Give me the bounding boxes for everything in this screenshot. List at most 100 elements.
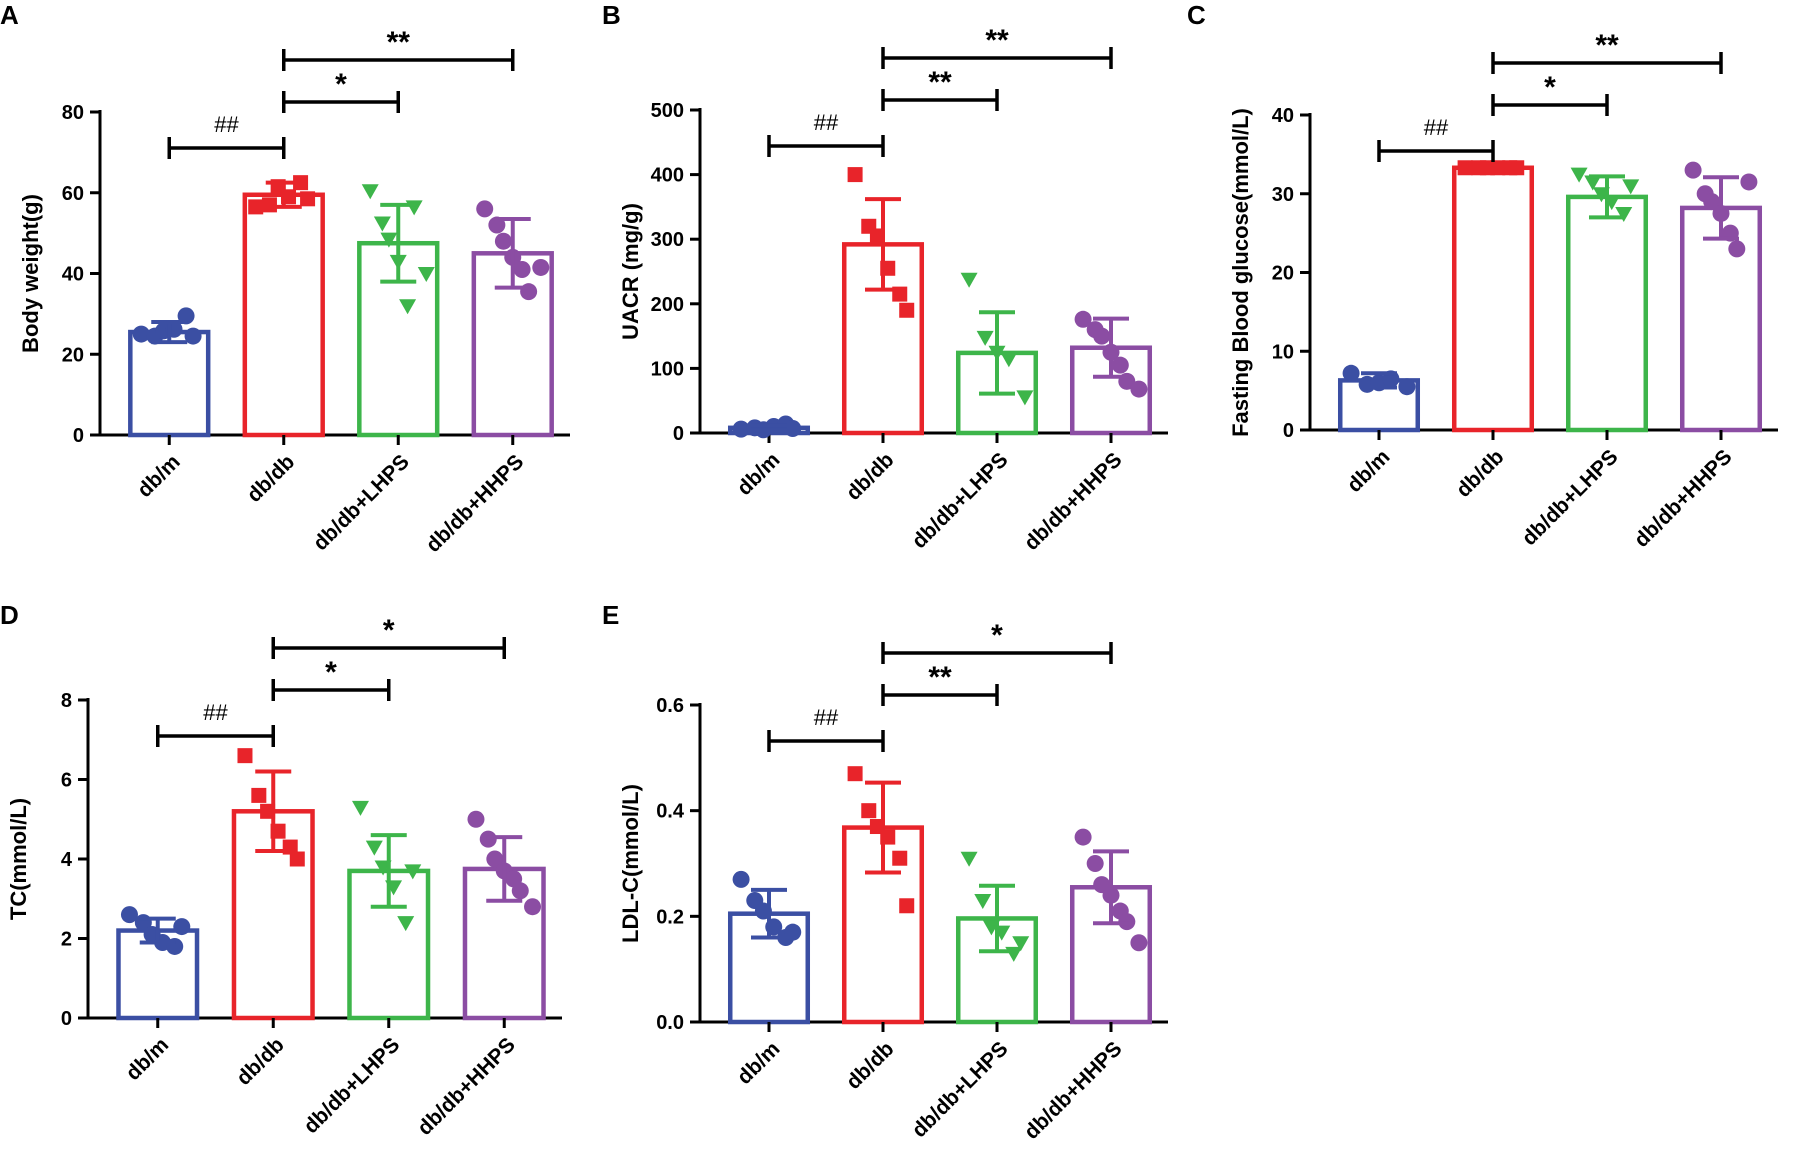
significance-label: * — [991, 619, 1003, 652]
data-point — [1728, 240, 1746, 258]
data-point — [1016, 390, 1034, 406]
x-tick-label: db/db+HHPS — [413, 1033, 520, 1140]
bar-db/db+LHPS — [1565, 194, 1649, 433]
bar-db/db — [242, 192, 325, 438]
panel-letter: A — [0, 0, 19, 30]
y-tick-label: 80 — [62, 102, 84, 124]
significance-label: ** — [928, 661, 952, 694]
data-point — [532, 258, 550, 276]
panel-D: D 0 2 4 6 8 TC(mmol/L) db/m db/db db/db+LHPS db/db… — [0, 600, 562, 1140]
data-point — [351, 800, 369, 816]
data-point — [1509, 160, 1525, 176]
data-point — [476, 200, 494, 218]
panel-letter: E — [602, 600, 619, 630]
significance-label: ## — [814, 110, 839, 135]
x-tick-label: db/m — [122, 1033, 174, 1085]
data-point — [289, 851, 305, 867]
x-tick-label: db/db+HHPS — [422, 450, 529, 557]
data-point — [1615, 206, 1633, 222]
y-tick-label: 400 — [651, 165, 684, 187]
panel-A: A 0 20 40 60 80 Body weight(g) db/m db/db db/db+L… — [0, 0, 570, 557]
x-tick-label: db/db+LHPS — [299, 1033, 404, 1138]
x-tick-label: db/db+HHPS — [1630, 445, 1737, 552]
data-point — [1130, 380, 1148, 398]
bar-db/db+HHPS — [1679, 205, 1763, 433]
significance-label: ## — [814, 705, 839, 730]
data-point — [1398, 378, 1416, 396]
significance-label: * — [1544, 71, 1556, 104]
x-tick-label: db/db+HHPS — [1020, 1037, 1127, 1144]
data-point — [861, 803, 877, 819]
data-point — [1570, 167, 1588, 183]
significance-label: ** — [1595, 29, 1619, 62]
data-point — [784, 923, 802, 941]
y-tick-label: 0 — [673, 423, 684, 445]
data-point — [1086, 855, 1104, 872]
y-tick-label: 30 — [1272, 184, 1294, 206]
data-point — [1457, 160, 1473, 176]
data-point — [173, 918, 191, 936]
data-point — [1000, 352, 1018, 368]
y-tick-label: 0 — [1283, 420, 1294, 442]
data-point — [1684, 161, 1702, 179]
panel-C: C 0 10 20 30 40 Fasting Blood glucose(mmol/L) d… — [1187, 0, 1778, 552]
y-tick-label: 500 — [651, 100, 684, 122]
significance-label: * — [325, 656, 337, 689]
data-point — [1012, 936, 1030, 952]
x-tick-label: db/m — [1343, 445, 1395, 497]
y-tick-label: 6 — [61, 770, 72, 792]
y-axis-label: LDL-C(mmol/L) — [618, 784, 643, 943]
data-point — [373, 216, 391, 232]
x-tick-label: db/db — [842, 1037, 899, 1094]
y-tick-label: 100 — [651, 358, 684, 380]
significance-label: ** — [387, 26, 411, 59]
x-tick-label: db/db+HHPS — [1020, 448, 1127, 555]
significance-label: * — [335, 68, 347, 101]
y-tick-label: 0 — [61, 1008, 72, 1030]
y-tick-label: 0.4 — [656, 801, 685, 823]
data-point — [847, 167, 863, 183]
y-axis-label: TC(mmol/L) — [6, 798, 31, 920]
x-tick-label: db/m — [733, 448, 785, 500]
data-point — [513, 260, 531, 278]
data-point — [1093, 327, 1111, 345]
data-point — [1111, 356, 1129, 374]
y-axis-label: UACR (mg/g) — [618, 203, 643, 340]
data-point — [248, 199, 264, 215]
bar-db/m — [128, 329, 211, 438]
y-tick-label: 20 — [62, 344, 84, 366]
panel-letter: B — [602, 0, 621, 30]
y-tick-label: 0 — [73, 425, 84, 447]
data-point — [847, 766, 863, 782]
significance-label: ## — [203, 700, 228, 725]
y-tick-label: 20 — [1272, 263, 1294, 285]
significance-label: ** — [928, 66, 952, 99]
data-point — [1703, 193, 1721, 211]
y-tick-label: 2 — [61, 929, 72, 951]
data-point — [405, 200, 423, 216]
y-tick-label: 40 — [1272, 105, 1294, 127]
data-point — [1584, 175, 1602, 191]
data-point — [732, 870, 750, 888]
y-tick-label: 60 — [62, 183, 84, 205]
data-point — [899, 898, 915, 914]
bar-db/db — [1451, 165, 1535, 433]
data-point — [960, 272, 978, 288]
x-tick-label: db/db+LHPS — [309, 450, 414, 555]
panel-letter: D — [0, 600, 19, 630]
y-tick-label: 0.0 — [656, 1012, 684, 1034]
x-tick-label: db/db+LHPS — [908, 1037, 1013, 1142]
data-point — [300, 191, 316, 207]
y-tick-label: 0.2 — [656, 906, 684, 928]
y-tick-label: 0.6 — [656, 695, 684, 717]
y-tick-label: 4 — [61, 849, 73, 871]
data-point — [784, 419, 802, 437]
x-tick-label: db/db — [243, 450, 300, 507]
data-point — [261, 197, 277, 213]
y-tick-label: 10 — [1272, 341, 1294, 363]
y-axis-label: Body weight(g) — [18, 194, 43, 353]
significance-label: ** — [985, 24, 1009, 57]
